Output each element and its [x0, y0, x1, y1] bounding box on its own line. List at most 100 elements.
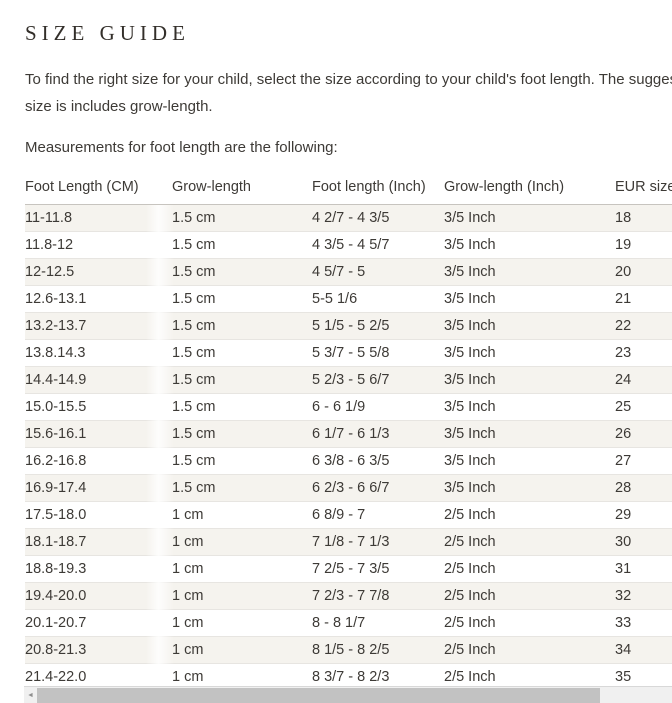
table-cell: 1 cm — [172, 501, 312, 529]
table-cell: 17.5-18.0 — [25, 501, 172, 529]
table-cell: 1.5 cm — [172, 204, 312, 232]
table-cell: 7 1/8 - 7 1/3 — [312, 528, 444, 556]
table-cell: 3/5 Inch — [444, 204, 615, 232]
column-header: EUR size — [615, 175, 672, 205]
table-cell: 3/5 Inch — [444, 258, 615, 286]
table-cell: 18 — [615, 204, 672, 232]
size-table-container: Foot Length (CM) Grow-length Foot length (… — [25, 175, 672, 691]
table-row: 11.8-12 1.5 cm 4 3/5 - 4 5/7 3/5 Inch 19 — [25, 231, 672, 259]
table-cell: 4 5/7 - 5 — [312, 258, 444, 286]
table-cell: 5 2/3 - 5 6/7 — [312, 366, 444, 394]
table-cell: 1 cm — [172, 582, 312, 610]
table-cell: 27 — [615, 447, 672, 475]
table-cell: 12.6-13.1 — [25, 285, 172, 313]
table-cell: 8 - 8 1/7 — [312, 609, 444, 637]
scrollbar-thumb[interactable] — [37, 688, 600, 703]
table-cell: 1.5 cm — [172, 312, 312, 340]
table-row: 12-12.5 1.5 cm 4 5/7 - 5 3/5 Inch 20 — [25, 258, 672, 286]
table-cell: 1.5 cm — [172, 285, 312, 313]
table-cell: 5 1/5 - 5 2/5 — [312, 312, 444, 340]
table-cell: 6 3/8 - 6 3/5 — [312, 447, 444, 475]
table-cell: 7 2/5 - 7 3/5 — [312, 555, 444, 583]
table-cell: 3/5 Inch — [444, 339, 615, 367]
table-cell: 7 2/3 - 7 7/8 — [312, 582, 444, 610]
table-row: 13.8.14.3 1.5 cm 5 3/7 - 5 5/8 3/5 Inch 23 — [25, 339, 672, 367]
column-header: Foot length (Inch) — [312, 175, 444, 205]
table-cell: 1.5 cm — [172, 258, 312, 286]
table-row: 20.1-20.7 1 cm 8 - 8 1/7 2/5 Inch 33 — [25, 609, 672, 637]
table-cell: 15.0-15.5 — [25, 393, 172, 421]
table-cell: 1.5 cm — [172, 420, 312, 448]
table-cell: 2/5 Inch — [444, 609, 615, 637]
page-title: SIZE GUIDE — [25, 21, 190, 45]
size-guide-content: SIZE GUIDE To find the right size for yo… — [25, 0, 672, 691]
table-cell: 3/5 Inch — [444, 474, 615, 502]
table-row: 20.8-21.3 1 cm 8 1/5 - 8 2/5 2/5 Inch 34 — [25, 636, 672, 664]
table-cell: 2/5 Inch — [444, 582, 615, 610]
table-cell: 1.5 cm — [172, 231, 312, 259]
table-cell: 1 cm — [172, 636, 312, 664]
table-cell: 3/5 Inch — [444, 231, 615, 259]
table-cell: 4 2/7 - 4 3/5 — [312, 204, 444, 232]
table-cell: 2/5 Inch — [444, 555, 615, 583]
table-cell: 13.2-13.7 — [25, 312, 172, 340]
size-table: Foot Length (CM) Grow-length Foot length (… — [25, 175, 672, 691]
table-cell: 3/5 Inch — [444, 447, 615, 475]
table-cell: 20.8-21.3 — [25, 636, 172, 664]
table-cell: 11.8-12 — [25, 231, 172, 259]
table-row: 16.2-16.8 1.5 cm 6 3/8 - 6 3/5 3/5 Inch 27 — [25, 447, 672, 475]
table-cell: 30 — [615, 528, 672, 556]
table-cell: 16.9-17.4 — [25, 474, 172, 502]
table-row: 11-11.8 1.5 cm 4 2/7 - 4 3/5 3/5 Inch 18 — [25, 204, 672, 232]
table-cell: 1.5 cm — [172, 447, 312, 475]
table-cell: 6 2/3 - 6 6/7 — [312, 474, 444, 502]
table-cell: 1 cm — [172, 528, 312, 556]
table-cell: 12-12.5 — [25, 258, 172, 286]
table-cell: 3/5 Inch — [444, 312, 615, 340]
table-row: 19.4-20.0 1 cm 7 2/3 - 7 7/8 2/5 Inch 32 — [25, 582, 672, 610]
table-cell: 24 — [615, 366, 672, 394]
table-cell: 4 3/5 - 4 5/7 — [312, 231, 444, 259]
table-cell: 1.5 cm — [172, 366, 312, 394]
table-cell: 13.8.14.3 — [25, 339, 172, 367]
table-cell: 21 — [615, 285, 672, 313]
table-cell: 29 — [615, 501, 672, 529]
horizontal-scrollbar[interactable]: ◄ — [24, 686, 672, 703]
measurements-label: Measurements for foot length are the fol… — [25, 139, 338, 156]
table-row: 15.0-15.5 1.5 cm 6 - 6 1/9 3/5 Inch 25 — [25, 393, 672, 421]
column-header: Grow-length (Inch) — [444, 175, 615, 205]
intro-line-1: To find the right size for your child, s… — [25, 71, 672, 88]
table-cell: 1.5 cm — [172, 393, 312, 421]
table-cell: 3/5 Inch — [444, 285, 615, 313]
table-cell: 6 1/7 - 6 1/3 — [312, 420, 444, 448]
table-cell: 18.1-18.7 — [25, 528, 172, 556]
table-cell: 15.6-16.1 — [25, 420, 172, 448]
table-cell: 8 1/5 - 8 2/5 — [312, 636, 444, 664]
table-cell: 5-5 1/6 — [312, 285, 444, 313]
table-cell: 25 — [615, 393, 672, 421]
table-cell: 1 cm — [172, 609, 312, 637]
table-cell: 23 — [615, 339, 672, 367]
table-cell: 1.5 cm — [172, 339, 312, 367]
table-cell: 2/5 Inch — [444, 636, 615, 664]
table-row: 16.9-17.4 1.5 cm 6 2/3 - 6 6/7 3/5 Inch 28 — [25, 474, 672, 502]
table-cell: 1.5 cm — [172, 474, 312, 502]
table-cell: 1 cm — [172, 555, 312, 583]
table-row: 17.5-18.0 1 cm 6 8/9 - 7 2/5 Inch 29 — [25, 501, 672, 529]
table-cell: 22 — [615, 312, 672, 340]
table-cell: 33 — [615, 609, 672, 637]
table-cell: 2/5 Inch — [444, 528, 615, 556]
intro-line-2: size is includes grow-length. — [25, 98, 213, 115]
table-cell: 6 8/9 - 7 — [312, 501, 444, 529]
table-cell: 3/5 Inch — [444, 393, 615, 421]
table-row: 15.6-16.1 1.5 cm 6 1/7 - 6 1/3 3/5 Inch 26 — [25, 420, 672, 448]
table-cell: 31 — [615, 555, 672, 583]
table-cell: 18.8-19.3 — [25, 555, 172, 583]
table-row: 18.8-19.3 1 cm 7 2/5 - 7 3/5 2/5 Inch 31 — [25, 555, 672, 583]
table-header-row: Foot Length (CM) Grow-length Foot length (… — [25, 175, 672, 205]
scroll-left-arrow-icon[interactable]: ◄ — [27, 692, 34, 699]
table-cell: 11-11.8 — [25, 204, 172, 232]
table-cell: 28 — [615, 474, 672, 502]
table-cell: 32 — [615, 582, 672, 610]
table-cell: 3/5 Inch — [444, 366, 615, 394]
